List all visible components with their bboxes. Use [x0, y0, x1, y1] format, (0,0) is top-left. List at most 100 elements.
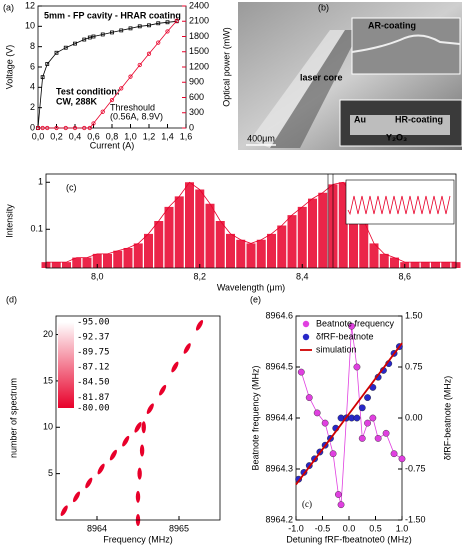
y2-axis-label: δfRF-beatnote (MHz): [442, 376, 452, 461]
panel-label: (c): [66, 182, 77, 192]
marker: [110, 30, 114, 35]
marker: [374, 434, 382, 442]
trace-spot: [85, 477, 93, 489]
threshold-label: (0.56A, 8.9V): [110, 111, 163, 121]
x-tick-label: 8,0: [91, 271, 104, 281]
y2-tick-label: 900: [189, 77, 204, 87]
legend-swatch: [302, 320, 310, 328]
marker: [73, 41, 77, 46]
y-tick-label: 0: [30, 122, 35, 132]
panel-label: (a): [3, 2, 14, 12]
colorbar-label: -87.12: [77, 363, 110, 373]
annotation: (c): [302, 499, 312, 509]
marker: [63, 125, 68, 131]
inset-profile: [351, 34, 461, 53]
marker: [353, 414, 361, 422]
marker: [119, 28, 124, 33]
x-axis-label: Current (A): [90, 140, 135, 150]
x-tick-label: 1,4: [161, 131, 174, 141]
x-tick-label: 1,6: [180, 131, 193, 141]
marker: [100, 32, 105, 37]
zoom-box: [345, 179, 455, 225]
trace-spot: [171, 361, 179, 373]
marker: [87, 125, 92, 131]
y2-tick-label: 300: [189, 107, 204, 117]
data-line: [295, 342, 403, 486]
marker: [165, 20, 170, 25]
y2-tick-label: 0.75: [405, 361, 423, 371]
y-tick-label: 10: [25, 21, 35, 31]
y2-tick-label: 1800: [189, 31, 209, 41]
y-tick-label: 10: [43, 422, 53, 432]
x-tick-label: 1,0: [124, 131, 137, 141]
y-tick-label: 8964.3: [265, 463, 293, 473]
threshold-label: Threshould: [110, 102, 155, 112]
marker: [390, 450, 398, 458]
trace-spot: [97, 463, 105, 475]
x-tick-label: 8964: [87, 523, 107, 533]
marker: [91, 34, 96, 39]
marker: [45, 125, 50, 131]
y2-tick-label: 2400: [189, 0, 209, 10]
inset-top: [351, 17, 461, 75]
colorbar-label: -95.00: [77, 318, 110, 328]
x-tick-label: 0,6: [87, 131, 100, 141]
x-tick-label: 8,4: [296, 271, 309, 281]
y-tick-label: 8964.5: [265, 361, 293, 371]
marker: [40, 75, 45, 80]
x-tick-label: 8,6: [398, 271, 411, 281]
y2-axis-label: Optical power (mW): [221, 27, 231, 107]
marker: [35, 125, 41, 131]
marker: [119, 86, 124, 91]
x-tick-label: 8,2: [193, 271, 206, 281]
trace-spot: [137, 467, 142, 480]
marker: [137, 24, 142, 29]
marker: [358, 434, 366, 442]
y2-tick-label: 1200: [189, 61, 209, 71]
zoom-trace: [347, 195, 451, 216]
y2-tick-label: 600: [189, 92, 204, 102]
legend-label: Beatnote frequency: [316, 318, 395, 328]
legend-label: δfRF-beatnote: [316, 331, 374, 341]
marker: [174, 18, 179, 23]
trace-spot: [60, 505, 68, 517]
y2-tick-label: 2100: [189, 16, 209, 26]
trace-spot: [139, 444, 145, 457]
marker: [313, 409, 321, 417]
y-tick-label: 8: [30, 41, 35, 51]
sem-ridge: [270, 30, 360, 148]
x-tick-label: 0.5: [369, 523, 382, 533]
trace-spot: [134, 421, 142, 433]
sem-ridge: [250, 30, 345, 148]
plot-frame: [55, 315, 221, 521]
marker: [128, 26, 133, 31]
marker: [91, 121, 96, 126]
x-tick-label: 8965: [169, 523, 189, 533]
inset-chip: [350, 115, 450, 135]
image-label: Y₂O₃: [386, 132, 407, 142]
marker: [358, 404, 366, 412]
chart-title: 5mm - FP cavity - HRAR coating: [44, 10, 181, 20]
marker: [72, 125, 78, 131]
y-axis-label: Beatnote frequency (MHz): [250, 365, 260, 470]
marker: [156, 21, 161, 26]
legend-label: simulation: [316, 344, 357, 354]
y-tick-label: 4: [30, 82, 35, 92]
y-tick-label: 5: [48, 468, 53, 478]
y2-tick-label: -0.75: [405, 463, 426, 473]
marker: [54, 125, 59, 131]
marker: [100, 109, 105, 114]
colorbar: [58, 322, 74, 408]
panel-label: (b): [318, 2, 329, 12]
trace-spot: [72, 491, 81, 503]
y-tick-label: 15: [43, 375, 53, 385]
marker: [146, 51, 152, 56]
y2-tick-label: 1.50: [405, 310, 423, 320]
x-axis-label: Detuning fRF-fbeatnote0 (MHz): [286, 534, 412, 544]
colorbar-label: -89.75: [77, 348, 110, 358]
marker: [364, 419, 371, 427]
trace-spot: [122, 435, 130, 447]
marker: [87, 35, 92, 40]
marker: [82, 37, 87, 42]
marker: [40, 125, 45, 131]
